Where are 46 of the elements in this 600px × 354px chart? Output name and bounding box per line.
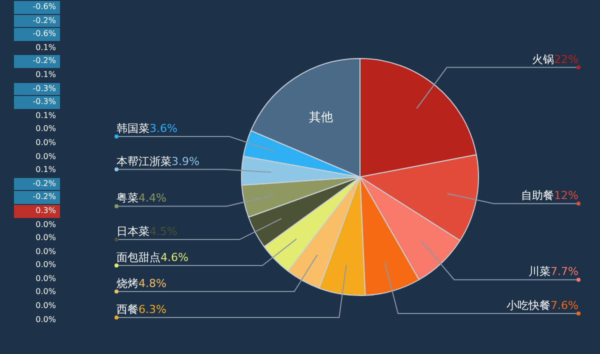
text: 0.0%: [34, 300, 57, 312]
text: 0.3%: [14, 204, 60, 218]
text: -0.3%: [14, 82, 60, 96]
slice-label: 小吃快餐: [506, 298, 551, 312]
slice-label: 韩国菜: [116, 122, 150, 135]
slice-label: 川菜: [528, 265, 551, 278]
data-label: 22%: [554, 52, 579, 66]
slice-label: 其他: [308, 110, 333, 124]
slice-label: 自助餐: [521, 189, 554, 202]
data-label: 3.9%: [172, 154, 200, 168]
text: 0.0%: [34, 246, 57, 258]
text: 0.0%: [34, 136, 57, 149]
text: -0.6%: [14, 28, 60, 41]
text: -0.3%: [14, 96, 60, 109]
text: 0.1%: [34, 110, 57, 122]
text: 0.0%: [34, 314, 57, 326]
text: -0.2%: [14, 178, 60, 190]
text: 0.1%: [34, 68, 57, 81]
data-label: 7.7%: [550, 265, 579, 278]
text: -0.2%: [14, 191, 60, 204]
text: -0.2%: [14, 14, 60, 28]
text: 0.0%: [34, 123, 57, 136]
data-label: 4.4%: [138, 192, 166, 205]
slice-label: 烧烤: [116, 276, 138, 290]
data-label: 7.6%: [550, 298, 579, 312]
text: 0.1%: [34, 164, 57, 176]
data-label: 4.6%: [160, 250, 188, 264]
text: 0.0%: [34, 259, 57, 272]
data-label: 6.3%: [138, 302, 166, 316]
data-label: 4.8%: [138, 276, 166, 290]
slice-label: 面包甜点: [116, 250, 160, 264]
text: 0.0%: [34, 150, 57, 163]
slice-label: 西餐: [116, 302, 138, 316]
text: 0.0%: [34, 286, 57, 298]
text: 0.0%: [34, 218, 57, 230]
text: -0.6%: [14, 1, 60, 14]
data-label: 12%: [554, 189, 579, 202]
text: 0.0%: [34, 272, 57, 285]
text: 0.0%: [34, 232, 57, 244]
slice-label: 本帮江浙菜: [116, 154, 172, 168]
data-label: 3.6%: [150, 122, 178, 135]
text: -0.2%: [14, 55, 60, 68]
text: 0.1%: [34, 42, 57, 54]
slice-label: 粤菜: [116, 192, 138, 205]
slice-label: 火锅: [532, 52, 554, 66]
slice-label: 日本菜: [116, 224, 150, 238]
